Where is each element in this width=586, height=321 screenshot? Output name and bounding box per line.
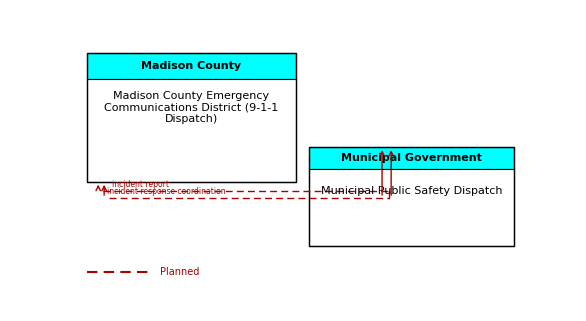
- Text: incident response coordination: incident response coordination: [107, 187, 226, 196]
- Text: Madison County Emergency
Communications District (9-1-1
Dispatch): Madison County Emergency Communications …: [104, 91, 278, 125]
- Text: Municipal Government: Municipal Government: [341, 153, 482, 163]
- Bar: [309, 147, 514, 246]
- Bar: [87, 53, 296, 79]
- Text: incident report: incident report: [112, 179, 169, 188]
- Bar: [309, 147, 514, 169]
- Text: Madison County: Madison County: [141, 61, 241, 71]
- Bar: [87, 79, 296, 182]
- Text: Planned: Planned: [159, 267, 199, 277]
- Bar: [309, 169, 514, 246]
- Text: Municipal Public Safety Dispatch: Municipal Public Safety Dispatch: [321, 186, 502, 195]
- Bar: [87, 53, 296, 182]
